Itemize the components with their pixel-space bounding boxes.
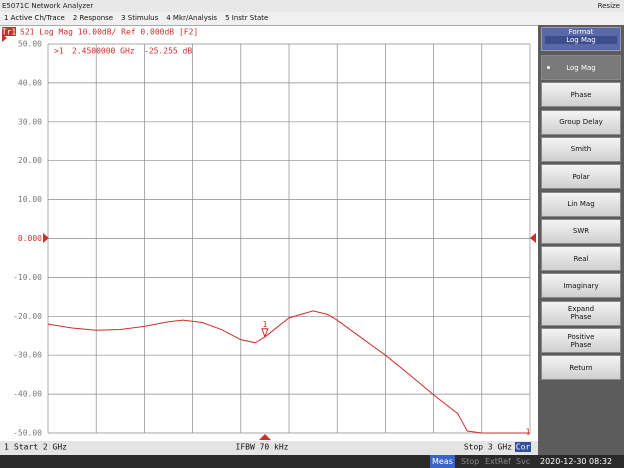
channel: 1: [4, 443, 9, 452]
y-tick-label: 30.00: [18, 117, 42, 126]
softkey-label: Polar: [572, 172, 590, 181]
softkey-label: Phase: [570, 340, 592, 349]
softkey-label: Imaginary: [563, 281, 599, 290]
marker-value: -25.255 dB: [144, 47, 192, 56]
softkey-label: Log Mag: [566, 63, 596, 72]
softkey[interactable]: Polar: [541, 164, 621, 190]
softkey-label: Positive: [567, 332, 595, 341]
status-extref: ExtRef: [485, 457, 511, 466]
softkey[interactable]: SWR: [541, 218, 621, 244]
softkey[interactable]: Group Delay: [541, 109, 621, 135]
softkey-label: Lin Mag: [567, 200, 595, 208]
ifbw: IFBW 70 kHz: [236, 443, 289, 452]
trace: [47, 310, 530, 434]
status-meas: Meas: [430, 455, 455, 468]
softkey[interactable]: Smith: [541, 136, 621, 162]
plot-background: [0, 25, 538, 455]
window-title: E5071C Network Analyzer: [2, 2, 94, 10]
status-datetime: 2020-12-30 08:32: [540, 457, 613, 466]
menu-item[interactable]: 2 Response: [72, 14, 114, 22]
trace-title: S21 Log Mag 10.00dB/ Ref 0.000dB [F2]: [20, 28, 198, 37]
menu-item[interactable]: 1 Active Ch/Trace: [4, 14, 65, 22]
tr-arrow: [2, 34, 7, 42]
softkey-label: Real: [573, 254, 589, 263]
y-tick-label: -40.00: [13, 390, 42, 399]
y-tick-label: 10.00: [18, 195, 42, 204]
status-bar: Meas Stop ExtRef Svc 2020-12-30 08:32: [0, 455, 624, 468]
plot: Tr1 S21 Log Mag 10.00dB/ Ref 0.000dB [F2…: [0, 25, 538, 455]
softkey[interactable]: Imaginary: [541, 273, 621, 299]
marker-x: 2.4500000 GHz: [72, 47, 135, 56]
softkey[interactable]: Lin Mag: [541, 191, 621, 217]
trace-tag-box: [2, 27, 16, 36]
cor-box: [515, 442, 531, 452]
softkey[interactable]: Phase: [541, 82, 621, 108]
menu-item[interactable]: 3 Stimulus: [121, 14, 159, 22]
menu-item[interactable]: 5 Instr State: [225, 14, 269, 22]
softkey-label: Group Delay: [559, 118, 603, 127]
y-tick-label: -10.00: [13, 273, 42, 282]
info-row: [0, 441, 538, 455]
start: Start 2 GHz: [14, 443, 67, 452]
resize[interactable]: Resize: [597, 2, 620, 10]
y-tick-label: -30.00: [13, 351, 42, 360]
marker-number: 1: [262, 320, 267, 329]
y-tick-label: -50.00: [13, 429, 42, 438]
softkey-header: Format Log Mag: [541, 27, 621, 51]
status-svc: Svc: [516, 457, 531, 466]
y-tick-label: 50.00: [18, 40, 42, 49]
softkey-label: Phase: [570, 90, 592, 99]
softkey[interactable]: Expand Phase: [541, 300, 621, 326]
softkey-label: Phase: [570, 313, 592, 322]
softkey-header-title: Format: [568, 28, 594, 36]
y-tick-label: 0.000: [18, 234, 42, 243]
stop: Stop 3 GHz: [464, 443, 512, 452]
y-tick-label: 20.00: [18, 156, 42, 165]
softkey-panel: Format Log Mag Log Mag Phase Group Delay Sm…: [538, 25, 624, 455]
trace-tag: Tr1: [2, 28, 17, 37]
softkey-current: Log Mag: [545, 36, 617, 44]
y-tick-label: 40.00: [18, 78, 42, 87]
softkey[interactable]: Log Mag: [541, 55, 621, 80]
softkey-label: SWR: [572, 227, 590, 236]
marker-readout: >1: [54, 47, 64, 56]
softkey-label: Return: [569, 363, 593, 372]
softkey-label: Smith: [570, 145, 592, 154]
title-bar: E5071C Network Analyzer Resize: [0, 0, 624, 12]
cor: Cor: [516, 443, 531, 452]
menu-item[interactable]: 4 Mkr/Analysis: [166, 14, 218, 22]
stim-arrow: [259, 434, 271, 440]
status-stop: Stop: [461, 457, 480, 466]
softkey[interactable]: Return: [541, 355, 621, 381]
ref-arrow-left: [43, 233, 49, 243]
end-marker: 1: [526, 428, 531, 437]
softkey-dot: [547, 66, 550, 69]
softkey[interactable]: Positive Phase: [541, 328, 621, 353]
menu-bar: 1 Active Ch/Trace 2 Response 3 Stimulus 4 M…: [0, 12, 624, 26]
ref-arrow-right: [530, 233, 536, 243]
y-tick-label: -20.00: [13, 312, 42, 321]
softkey[interactable]: Real: [541, 246, 621, 272]
softkey-label: Expand: [567, 305, 595, 314]
marker: [261, 328, 269, 339]
